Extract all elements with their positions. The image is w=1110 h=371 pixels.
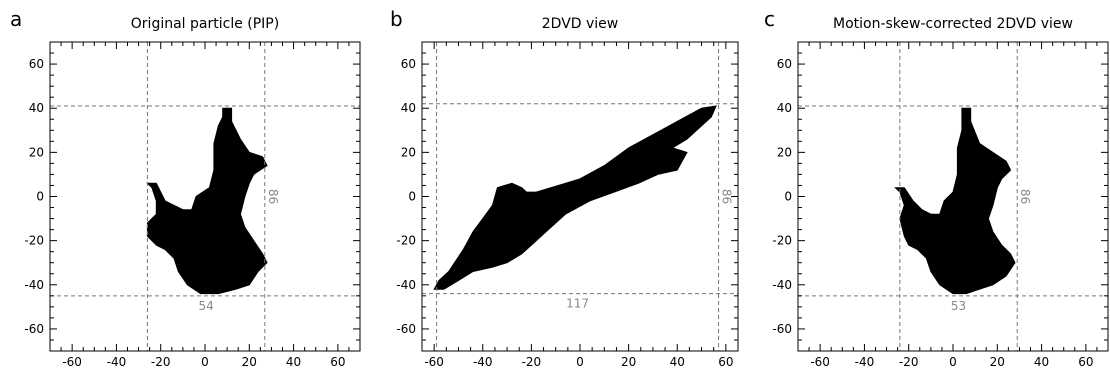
y-tick-label: 60 — [29, 57, 44, 71]
x-tick-label: -40 — [107, 355, 127, 369]
height-label: 86 — [1018, 189, 1032, 204]
x-tick-label: 20 — [990, 355, 1005, 369]
y-tick-label: -60 — [772, 322, 792, 336]
x-tick-label: -20 — [899, 355, 919, 369]
x-tick-label: 40 — [1034, 355, 1049, 369]
y-tick-label: 40 — [401, 101, 416, 115]
width-label: 53 — [951, 299, 966, 313]
y-tick-label: -40 — [396, 278, 416, 292]
y-tick-label: -20 — [24, 234, 44, 248]
x-tick-label: 60 — [330, 355, 345, 369]
y-tick-label: 20 — [29, 145, 44, 159]
y-tick-label: -60 — [24, 322, 44, 336]
panel-motion-skew-corrected: c Motion-skew-corrected 2DVD view 53 86 -60 -… — [764, 7, 1109, 369]
panel-letter: a — [10, 7, 22, 31]
x-tick-label: -60 — [810, 355, 830, 369]
particle-silhouette — [433, 105, 717, 290]
panel-title: 2DVD view — [542, 16, 619, 32]
y-tick-label: -40 — [24, 278, 44, 292]
x-tick-label: -20 — [522, 355, 542, 369]
x-tick-label: 0 — [576, 355, 584, 369]
y-tick-label: 60 — [777, 57, 792, 71]
y-tick-label: -40 — [772, 278, 792, 292]
x-tick-label: 20 — [242, 355, 257, 369]
x-tick-label: 20 — [621, 355, 636, 369]
height-label: 86 — [266, 189, 280, 204]
x-tick-label: -20 — [151, 355, 171, 369]
panel-2dvd-view: b 2DVD view 117 86 -60 -40 -20 0 20 40 60 -60 -40 -20… — [390, 7, 739, 369]
y-tick-label: 0 — [36, 190, 44, 204]
y-tick-label: 0 — [784, 190, 792, 204]
particle-silhouette — [146, 107, 268, 295]
x-tick-label: -60 — [62, 355, 82, 369]
y-tick-label: 0 — [408, 190, 416, 204]
x-tick-label: 60 — [1078, 355, 1093, 369]
y-tick-label: -20 — [772, 234, 792, 248]
y-tick-label: 60 — [401, 57, 416, 71]
panel-title: Motion-skew-corrected 2DVD view — [833, 16, 1073, 32]
x-tick-label: 60 — [718, 355, 733, 369]
x-tick-label: 40 — [670, 355, 685, 369]
y-tick-label: 40 — [29, 101, 44, 115]
y-tick-label: -60 — [396, 322, 416, 336]
x-tick-label: 0 — [949, 355, 957, 369]
particle-silhouette — [894, 107, 1016, 295]
y-tick-label: 20 — [401, 145, 416, 159]
y-tick-label: 40 — [777, 101, 792, 115]
width-label: 54 — [198, 299, 213, 313]
x-tick-label: -40 — [473, 355, 493, 369]
x-tick-label: -60 — [424, 355, 444, 369]
panel-title: Original particle (PIP) — [131, 16, 279, 32]
x-tick-label: 40 — [286, 355, 301, 369]
x-tick-label: 0 — [201, 355, 209, 369]
y-tick-label: -20 — [396, 234, 416, 248]
x-tick-label: -40 — [855, 355, 875, 369]
panel-original-particle: a Original particle (PIP) 54 86 -60 -40 -20 0 20… — [10, 7, 361, 369]
panel-letter: c — [764, 7, 775, 31]
height-label: 86 — [720, 189, 734, 204]
y-tick-label: 20 — [777, 145, 792, 159]
panel-letter: b — [390, 7, 403, 31]
width-label: 117 — [566, 297, 589, 311]
